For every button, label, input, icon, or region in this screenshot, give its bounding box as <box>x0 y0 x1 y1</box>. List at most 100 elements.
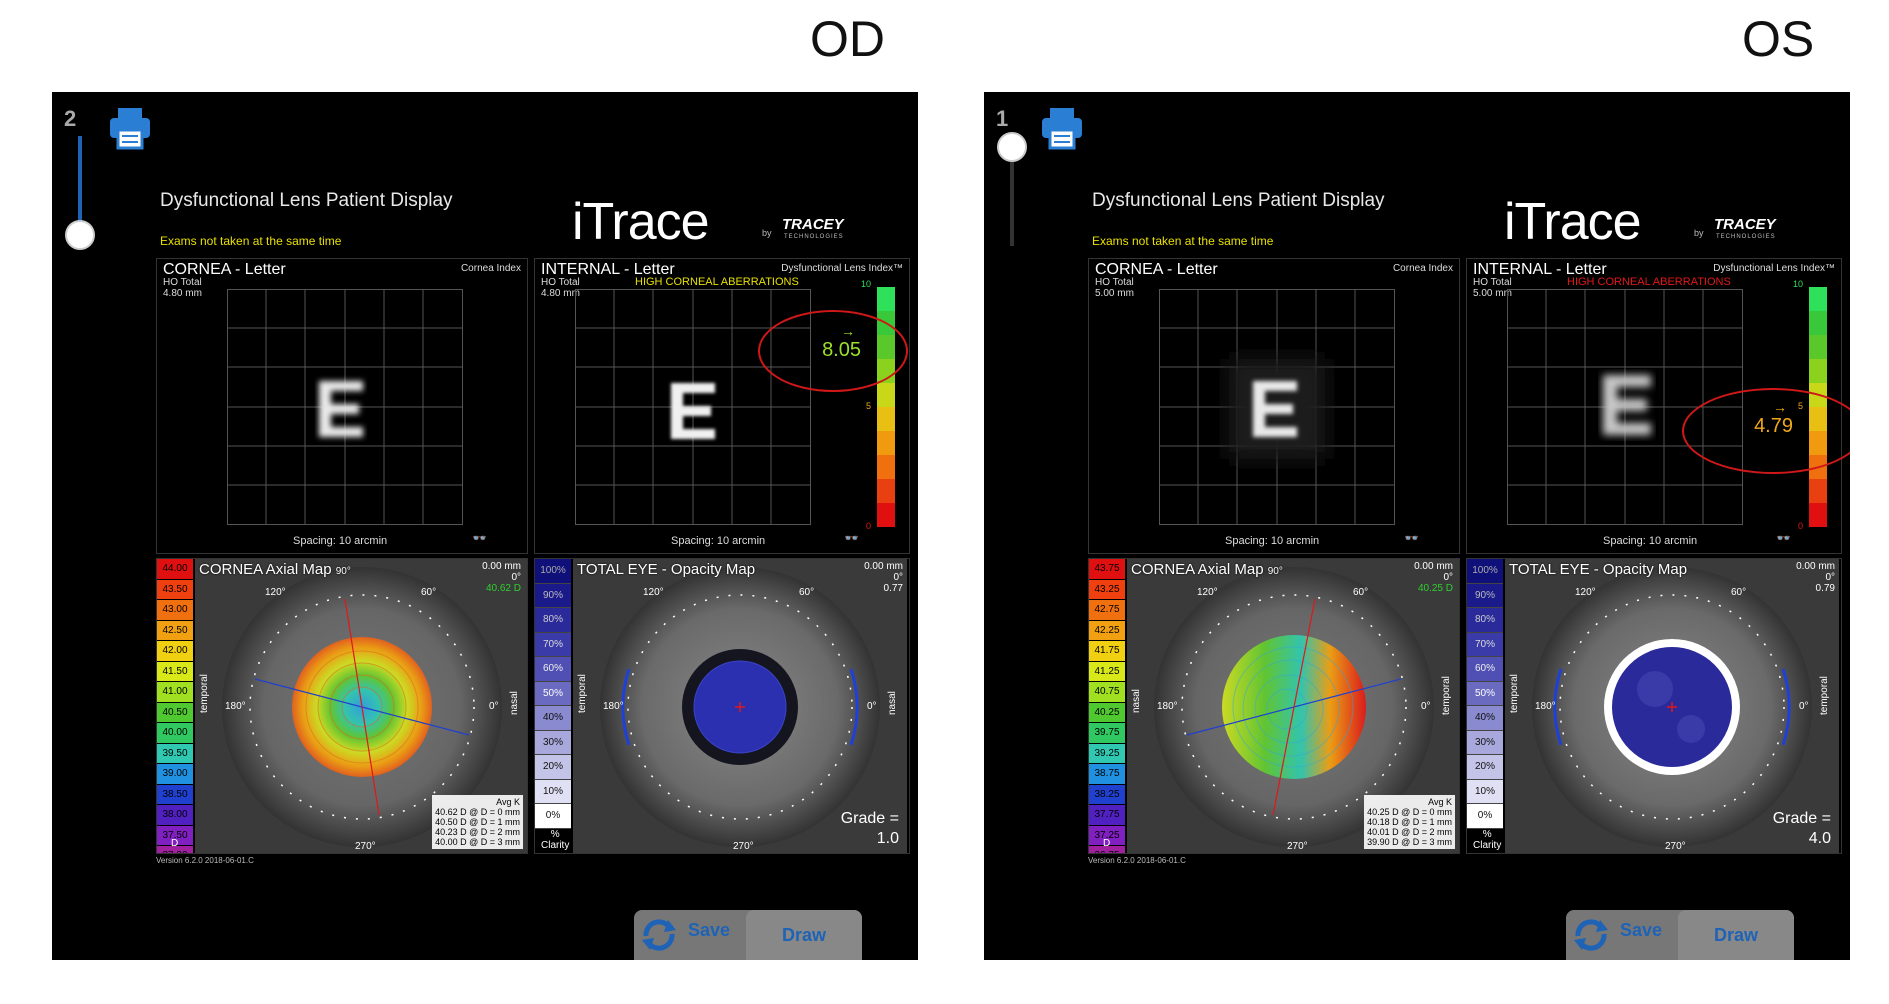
version-label: Version 6.2.0 2018-06-01.C <box>156 856 254 865</box>
exam-warning: Exams not taken at the same time <box>1092 234 1274 248</box>
svg-text:60°: 60° <box>1731 587 1746 598</box>
spacing-label: Spacing: 10 arcmin <box>1225 535 1320 547</box>
clarity-unit: % Clarity <box>541 829 570 851</box>
cornea-index-label: Cornea Index <box>1392 263 1453 274</box>
internal-letter-panel: INTERNAL - Letter HO Total 4.80 mm Dysfun… <box>534 258 910 554</box>
opacity-map-title: TOTAL EYE - Opacity Map <box>577 561 756 578</box>
scale-top: 10 <box>1792 279 1803 289</box>
od-screen: 2 Dysfunctional Lens Patient Display Exa… <box>52 92 918 960</box>
axial-map-title: CORNEA Axial Map 90° <box>1131 561 1283 578</box>
highlight-oval <box>758 310 908 392</box>
svg-text:nasal: nasal <box>509 691 520 715</box>
svg-text:120°: 120° <box>1575 587 1596 598</box>
exam-slider-knob[interactable] <box>65 220 95 250</box>
svg-text:temporal: temporal <box>1441 676 1452 715</box>
svg-text:0°: 0° <box>867 701 877 712</box>
cornea-index-label: Cornea Index <box>460 263 521 274</box>
exam-slider-track[interactable] <box>78 136 82 246</box>
svg-text:270°: 270° <box>355 841 376 852</box>
glasses-icon[interactable]: 👓 <box>472 531 487 545</box>
letter-e-blurred <box>319 381 363 437</box>
avg-k-box: Avg K 40.25 D @ D = 0 mm 40.18 D @ D = 1 … <box>1364 795 1455 849</box>
save-button[interactable]: Save <box>688 920 731 940</box>
panel-title: CORNEA - Letter <box>1095 261 1218 278</box>
itrace-logo: iTrace by TRACEY TECHNOLOGIES <box>572 196 872 248</box>
draw-button[interactable]: Draw <box>746 910 862 960</box>
printer-icon[interactable] <box>1038 104 1086 152</box>
panel-subtitle: HO Total 4.80 mm <box>163 277 202 299</box>
svg-text:60°: 60° <box>1353 587 1368 598</box>
draw-button[interactable]: Draw <box>1678 910 1794 960</box>
axial-map-panel: 44.00 43.50 43.00 42.50 42.00 41.50 41.00 40… <box>156 558 528 854</box>
cornea-letter-panel: CORNEA - Letter HO Total 4.80 mm Cornea I… <box>156 258 528 554</box>
svg-text:nasal: nasal <box>1131 689 1142 713</box>
logo-by: by <box>762 228 772 238</box>
axial-readout: 0.00 mm 0° 40.62 D <box>482 561 521 594</box>
action-bar: Save Draw <box>1566 910 1794 960</box>
high-aberrations-warning: HIGH CORNEAL ABERRATIONS <box>1567 276 1731 288</box>
svg-text:60°: 60° <box>799 587 814 598</box>
spacing-label: Spacing: 10 arcmin <box>1603 535 1698 547</box>
glasses-icon[interactable]: 👓 <box>844 531 859 545</box>
glasses-icon[interactable]: 👓 <box>1776 531 1791 545</box>
glasses-icon[interactable]: 👓 <box>1404 531 1419 545</box>
axial-scale: 44.00 43.50 43.00 42.50 42.00 41.50 41.00 40… <box>157 559 193 853</box>
svg-text:120°: 120° <box>265 587 286 598</box>
save-button[interactable]: Save <box>1620 920 1663 940</box>
dli-label: Dysfunctional Lens Index™ <box>781 263 903 274</box>
logo-itrace: iTrace <box>572 193 710 251</box>
logo-tracey: TRACEY <box>1714 216 1776 233</box>
letter-e <box>671 383 715 439</box>
clarity-unit: % Clarity <box>1473 829 1502 851</box>
logo-tech: TECHNOLOGIES <box>1716 234 1776 240</box>
opacity-map-title: TOTAL EYE - Opacity Map <box>1509 561 1688 578</box>
svg-text:0°: 0° <box>1421 701 1431 712</box>
printer-icon[interactable] <box>106 104 154 152</box>
opacity-map-panel: 100% 90% 80% 70% 60% 50% 40% 30% 20% 10% 0% %… <box>534 558 910 854</box>
spacing-label: Spacing: 10 arcmin <box>293 535 388 547</box>
svg-text:180°: 180° <box>1157 701 1178 712</box>
logo-tracey: TRACEY <box>782 216 844 233</box>
exam-slider-value: 1 <box>996 106 1009 131</box>
svg-text:270°: 270° <box>1665 841 1686 852</box>
panel-title: INTERNAL - Letter <box>541 261 675 278</box>
version-label: Version 6.2.0 2018-06-01.C <box>1088 856 1186 865</box>
axial-map-title: CORNEA Axial Map 90° <box>199 561 351 578</box>
panel-subtitle: HO Total 5.00 mm <box>1095 277 1134 299</box>
panel-title: CORNEA - Letter <box>163 261 286 278</box>
panel-subtitle: HO Total 5.00 mm <box>1473 277 1512 299</box>
exam-slider-track[interactable] <box>1010 136 1014 246</box>
refresh-icon[interactable] <box>1566 910 1616 960</box>
logo-itrace: iTrace <box>1504 193 1642 251</box>
exam-slider-knob[interactable] <box>997 132 1027 162</box>
scale-bot: 0 <box>865 521 871 531</box>
svg-text:0°: 0° <box>489 701 499 712</box>
refresh-icon[interactable] <box>634 910 684 960</box>
page-title: Dysfunctional Lens Patient Display <box>160 190 453 211</box>
svg-text:180°: 180° <box>603 701 624 712</box>
os-screen: 1 Dysfunctional Lens Patient Display Exa… <box>984 92 1850 960</box>
axial-scale: 43.75 43.25 42.75 42.25 41.75 41.25 40.75 40… <box>1089 559 1125 853</box>
od-label: OD <box>810 11 885 67</box>
svg-text:temporal: temporal <box>577 674 588 713</box>
page-title: Dysfunctional Lens Patient Display <box>1092 190 1385 211</box>
svg-text:120°: 120° <box>1197 587 1218 598</box>
clarity-scale: 100% 90% 80% 70% 60% 50% 40% 30% 20% 10% 0% <box>535 559 571 829</box>
opacity-readout: 0.00 mm 0° 0.77 <box>864 561 903 594</box>
action-bar: Save Draw <box>634 910 862 960</box>
scale-mid: 5 <box>865 401 871 411</box>
panel-title: INTERNAL - Letter <box>1473 261 1607 278</box>
svg-text:0°: 0° <box>1799 701 1809 712</box>
exam-slider-value: 2 <box>64 106 77 131</box>
letter-grid <box>1159 289 1395 525</box>
cornea-letter-panel: CORNEA - Letter HO Total 5.00 mm Cornea I… <box>1088 258 1460 554</box>
exam-warning: Exams not taken at the same time <box>160 234 342 248</box>
scale-top: 10 <box>860 279 871 289</box>
svg-text:temporal: temporal <box>1509 674 1520 713</box>
avg-k-box: Avg K 40.62 D @ D = 0 mm 40.50 D @ D = 1 … <box>432 795 523 849</box>
opacity-map-panel: 100% 90% 80% 70% 60% 50% 40% 30% 20% 10% 0% %… <box>1466 558 1842 854</box>
svg-text:270°: 270° <box>1287 841 1308 852</box>
opacity-eye-image: 270° 120° 60° 180° 0° temporal nasal <box>573 559 907 853</box>
logo-tech: TECHNOLOGIES <box>784 234 844 240</box>
